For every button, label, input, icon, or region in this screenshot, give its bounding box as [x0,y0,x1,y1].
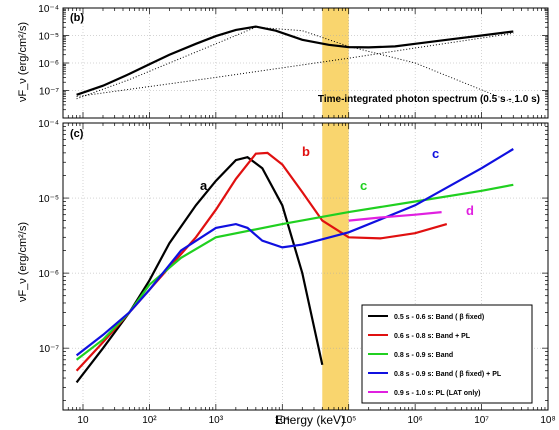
series-group-c: a b c c d [75,144,514,384]
y-tick-label: 10⁻⁴ [38,119,59,130]
x-tick-label: 10³ [209,415,224,426]
plot-frame-c [62,122,549,411]
legend-entry: 0.6 s - 0.8 s: Band + PL [394,333,471,340]
y-axis-label-c: νF_ν (erg/cm²/s) [17,222,29,302]
tick-labels: 10⁻⁴ 10⁻⁵ 10⁻⁶ 10⁻⁷ 10⁻⁴ 10⁻⁵ 10⁻⁶ 10⁻⁷ 10 10² 10³… [38,4,555,426]
legend: 0.5 s - 0.6 s: Band ( β fixed) 0.6 s - 0.… [361,304,533,404]
y-tick-label: 10⁻⁷ [39,344,59,355]
series-line-b-2 [76,32,514,98]
series-line-c-3 [75,148,514,357]
series-letter-a: a [200,178,208,193]
y-tick-label: 10⁻⁵ [38,194,59,205]
x-tick-label: 10⁶ [408,415,423,426]
x-tick-label: 10⁵ [341,415,356,426]
legend-entry: 0.5 s - 0.6 s: Band ( β fixed) [394,314,484,321]
highlight-band-c [322,123,349,410]
legend-entry: 0.8 s - 0.9 s: Band [394,352,453,359]
legend-entry: 0.8 s - 0.9 s: Band ( β fixed) + PL [394,371,502,378]
series-letter-d: d [466,203,474,218]
y-tick-label: 10⁻⁵ [38,32,59,43]
series-line-b-1 [76,26,514,104]
series-letter-c: c [360,178,367,193]
x-tick-label: 10² [142,415,157,426]
panel-b-annotation: Time-integrated photon spectrum (0.5 s -… [318,94,540,105]
panel-label-b: (b) [70,12,84,24]
x-tick-label: 10⁸ [540,415,555,426]
y-tick-label: 10⁻⁶ [38,59,59,70]
y-tick-label: 10⁻⁶ [38,269,59,280]
series-group-b [76,25,514,104]
x-axis-label: Energy (keV) [275,413,345,427]
legend-entry: 0.9 s - 1.0 s: PL (LAT only) [394,390,480,397]
y-tick-label: 10⁻⁴ [38,4,59,15]
x-tick-label: 10⁴ [275,415,290,426]
y-axis-label-b: νF_ν (erg/cm²/s) [17,22,29,102]
legend-box [361,304,533,404]
ticks [62,7,549,410]
x-tick-label: 10⁷ [474,415,489,426]
series-line-c-4 [348,211,442,222]
series-letter-c: c [432,146,439,161]
y-tick-label: 10⁻⁷ [39,87,59,98]
panel-label-c: (c) [70,128,84,140]
series-letter-b: b [302,144,310,159]
x-tick-label: 10 [77,415,89,426]
series-line-b-0 [76,25,514,96]
series-line-c-2 [75,183,514,361]
highlight-band-b [322,8,349,118]
